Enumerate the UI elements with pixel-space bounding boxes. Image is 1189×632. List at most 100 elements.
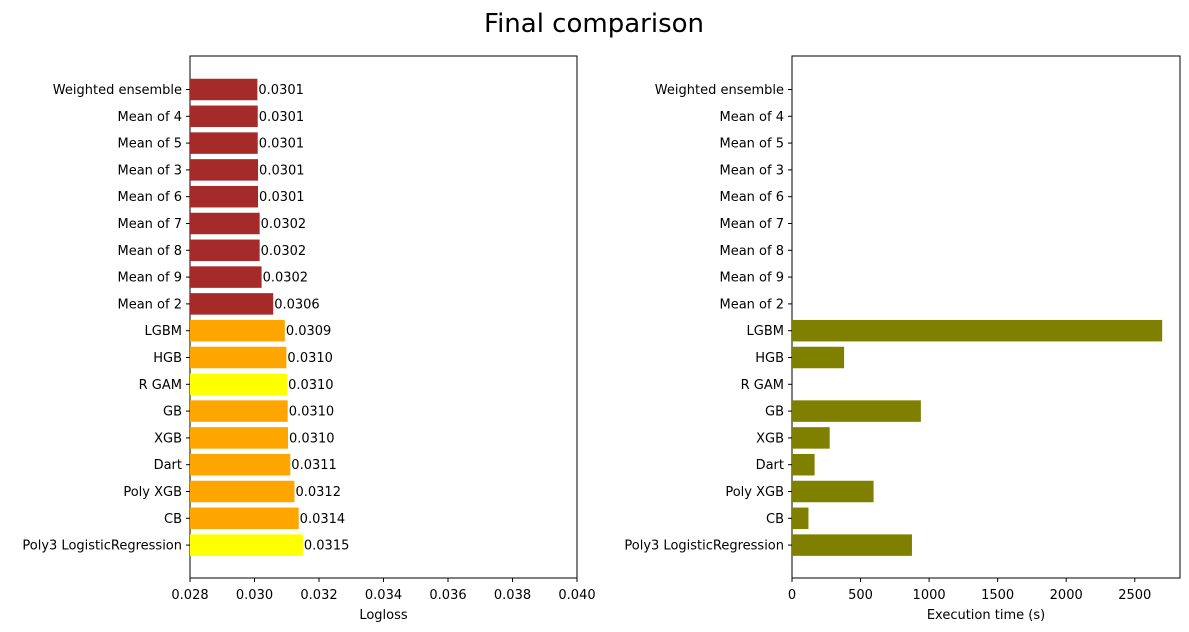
logloss-bar bbox=[190, 132, 258, 154]
logloss-bar bbox=[190, 212, 260, 235]
logloss-x-tick-label: 0.030 bbox=[236, 588, 273, 603]
time-y-tick-label: Mean of 6 bbox=[720, 190, 785, 205]
logloss-bar bbox=[190, 319, 285, 342]
logloss-bar bbox=[190, 480, 295, 503]
logloss-bar bbox=[190, 507, 299, 530]
logloss-y-tick-label: Mean of 4 bbox=[118, 110, 183, 125]
logloss-y-tick-label: Poly3 LogisticRegression bbox=[22, 539, 182, 554]
logloss-data-label: 0.0311 bbox=[291, 458, 337, 473]
logloss-x-tick-label: 0.040 bbox=[558, 588, 595, 603]
logloss-x-tick-label: 0.028 bbox=[171, 588, 208, 603]
time-x-tick-label: 1000 bbox=[913, 588, 946, 603]
logloss-data-label: 0.0306 bbox=[274, 297, 320, 312]
logloss-bar bbox=[190, 185, 259, 208]
time-y-tick-label: Weighted ensemble bbox=[655, 83, 784, 98]
time-y-tick-label: Mean of 9 bbox=[720, 271, 785, 286]
time-x-tick-label: 2000 bbox=[1050, 588, 1083, 603]
logloss-bar bbox=[190, 78, 258, 101]
logloss-x-tick-label: 0.032 bbox=[300, 588, 337, 603]
time-y-tick-label: Poly3 LogisticRegression bbox=[624, 539, 784, 554]
time-y-tick-label: R GAM bbox=[741, 378, 784, 393]
logloss-data-label: 0.0310 bbox=[288, 378, 334, 393]
logloss-axes: 0.0301 0.0301 0.0301 0.0301 0.0301 0.0302 0.03… bbox=[22, 55, 596, 623]
time-bar bbox=[792, 534, 912, 556]
logloss-data-label: 0.0312 bbox=[295, 485, 341, 500]
time-y-tick-label: XGB bbox=[756, 431, 784, 446]
time-bars bbox=[792, 319, 1163, 556]
logloss-x-axis-label: Logloss bbox=[359, 608, 408, 623]
logloss-x-tick-label: 0.038 bbox=[494, 588, 531, 603]
logloss-y-tick-label: R GAM bbox=[139, 378, 182, 393]
logloss-y-tick-label: Mean of 8 bbox=[118, 244, 183, 259]
time-bar bbox=[792, 319, 1163, 342]
logloss-y-tick-label: Mean of 9 bbox=[118, 271, 183, 286]
logloss-x-tick-label: 0.034 bbox=[365, 588, 402, 603]
time-y-tick-label: Poly XGB bbox=[725, 485, 784, 500]
time-x-tick-label: 500 bbox=[848, 588, 873, 603]
logloss-data-label: 0.0301 bbox=[259, 137, 305, 152]
time-bar bbox=[792, 507, 809, 530]
logloss-bar bbox=[190, 534, 303, 556]
time-y-tick-labels: Weighted ensemble Mean of 4 Mean of 5 Mean … bbox=[624, 83, 792, 554]
time-y-tick-label: GB bbox=[765, 405, 784, 420]
time-plot-frame bbox=[791, 55, 1181, 579]
time-y-tick-label: Mean of 2 bbox=[720, 297, 785, 312]
logloss-bars: 0.0301 0.0301 0.0301 0.0301 0.0301 0.0302 0.03… bbox=[190, 78, 350, 556]
logloss-y-tick-label: GB bbox=[163, 405, 182, 420]
time-bar bbox=[792, 453, 815, 476]
time-y-tick-label: Mean of 8 bbox=[720, 244, 785, 259]
logloss-y-tick-label: HGB bbox=[153, 351, 182, 366]
logloss-bar bbox=[190, 453, 291, 476]
time-x-tick-label: 1500 bbox=[981, 588, 1014, 603]
logloss-data-label: 0.0309 bbox=[286, 324, 332, 339]
logloss-data-label: 0.0310 bbox=[289, 431, 335, 446]
logloss-y-tick-label: Weighted ensemble bbox=[53, 83, 182, 98]
time-x-tick-label: 0 bbox=[788, 588, 796, 603]
logloss-data-label: 0.0315 bbox=[304, 539, 350, 554]
logloss-data-label: 0.0302 bbox=[263, 271, 309, 286]
logloss-x-tick-label: 0.036 bbox=[429, 588, 466, 603]
logloss-data-label: 0.0301 bbox=[259, 190, 305, 205]
logloss-data-label: 0.0302 bbox=[261, 244, 307, 259]
logloss-bar bbox=[190, 266, 262, 288]
logloss-data-label: 0.0301 bbox=[258, 83, 304, 98]
logloss-y-tick-label: Dart bbox=[154, 458, 182, 473]
logloss-y-tick-label: Mean of 5 bbox=[118, 137, 183, 152]
time-bar bbox=[792, 400, 921, 422]
logloss-y-tick-label: Mean of 7 bbox=[118, 217, 183, 232]
time-x-tick-label: 2500 bbox=[1118, 588, 1151, 603]
logloss-bar bbox=[190, 105, 258, 128]
time-y-tick-label: Mean of 3 bbox=[720, 163, 785, 178]
time-y-tick-label: Mean of 7 bbox=[720, 217, 785, 232]
time-bar bbox=[792, 480, 874, 503]
time-x-axis-label: Execution time (s) bbox=[927, 608, 1045, 623]
logloss-data-label: 0.0301 bbox=[259, 163, 305, 178]
time-bar bbox=[792, 346, 845, 369]
logloss-data-label: 0.0314 bbox=[300, 512, 346, 527]
time-y-tick-label: LGBM bbox=[747, 324, 784, 339]
logloss-x-tick-labels: 0.028 0.030 0.032 0.034 0.036 0.038 0.040 bbox=[171, 578, 596, 603]
logloss-y-tick-label: Poly XGB bbox=[123, 485, 182, 500]
time-x-tick-labels: 0 500 1000 1500 2000 2500 bbox=[788, 578, 1151, 603]
time-axes: Weighted ensemble Mean of 4 Mean of 5 Mean … bbox=[624, 55, 1181, 623]
logloss-data-label: 0.0302 bbox=[261, 217, 307, 232]
logloss-bar bbox=[190, 159, 259, 181]
logloss-y-tick-label: LGBM bbox=[145, 324, 182, 339]
logloss-y-tick-label: Mean of 3 bbox=[118, 163, 183, 178]
time-y-tick-label: Dart bbox=[756, 458, 784, 473]
logloss-bar bbox=[190, 346, 287, 369]
logloss-y-tick-label: CB bbox=[164, 512, 182, 527]
logloss-data-label: 0.0301 bbox=[259, 110, 305, 125]
logloss-bar bbox=[190, 427, 289, 449]
logloss-y-tick-label: Mean of 6 bbox=[118, 190, 183, 205]
logloss-bar bbox=[190, 373, 288, 396]
logloss-y-tick-label: XGB bbox=[154, 431, 182, 446]
logloss-bar bbox=[190, 400, 288, 422]
logloss-y-tick-label: Mean of 2 bbox=[118, 297, 183, 312]
time-y-tick-label: CB bbox=[766, 512, 784, 527]
logloss-bar bbox=[190, 293, 274, 315]
logloss-data-label: 0.0310 bbox=[287, 351, 333, 366]
time-y-tick-label: HGB bbox=[755, 351, 784, 366]
logloss-data-label: 0.0310 bbox=[289, 405, 335, 420]
